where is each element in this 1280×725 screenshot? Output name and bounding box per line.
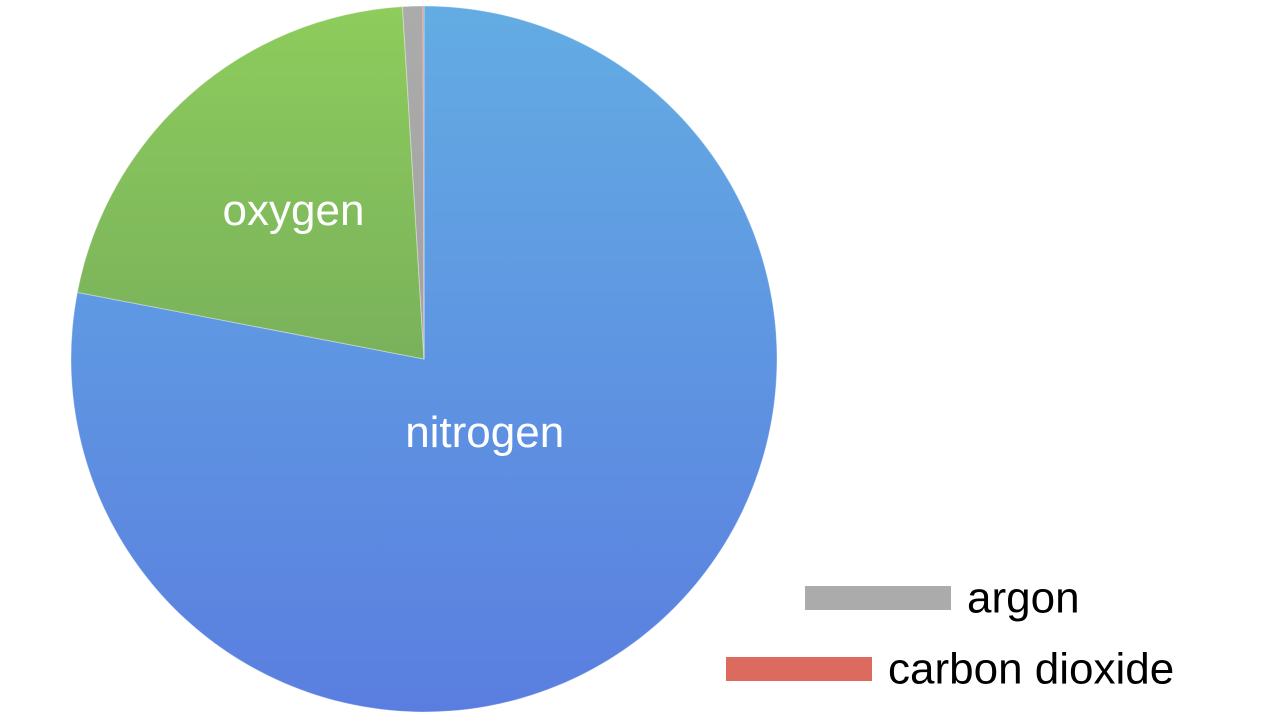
legend-swatch-argon (805, 586, 951, 610)
pie-slice-labels: nitrogen oxygen (223, 186, 565, 457)
legend-label-argon: argon (967, 574, 1080, 623)
pie-slices (70, 5, 778, 713)
legend-label-carbon-dioxide: carbon dioxide (888, 645, 1174, 694)
slice-nitrogen (70, 5, 778, 713)
legend: argon carbon dioxide (726, 574, 1174, 694)
slice-oxygen (76, 6, 425, 360)
slice-argon (401, 5, 425, 360)
legend-swatch-carbon-dioxide (726, 657, 872, 681)
slice-label-nitrogen: nitrogen (405, 408, 564, 457)
slice-label-oxygen: oxygen (223, 186, 365, 235)
slice-carbon-dioxide (422, 5, 425, 360)
